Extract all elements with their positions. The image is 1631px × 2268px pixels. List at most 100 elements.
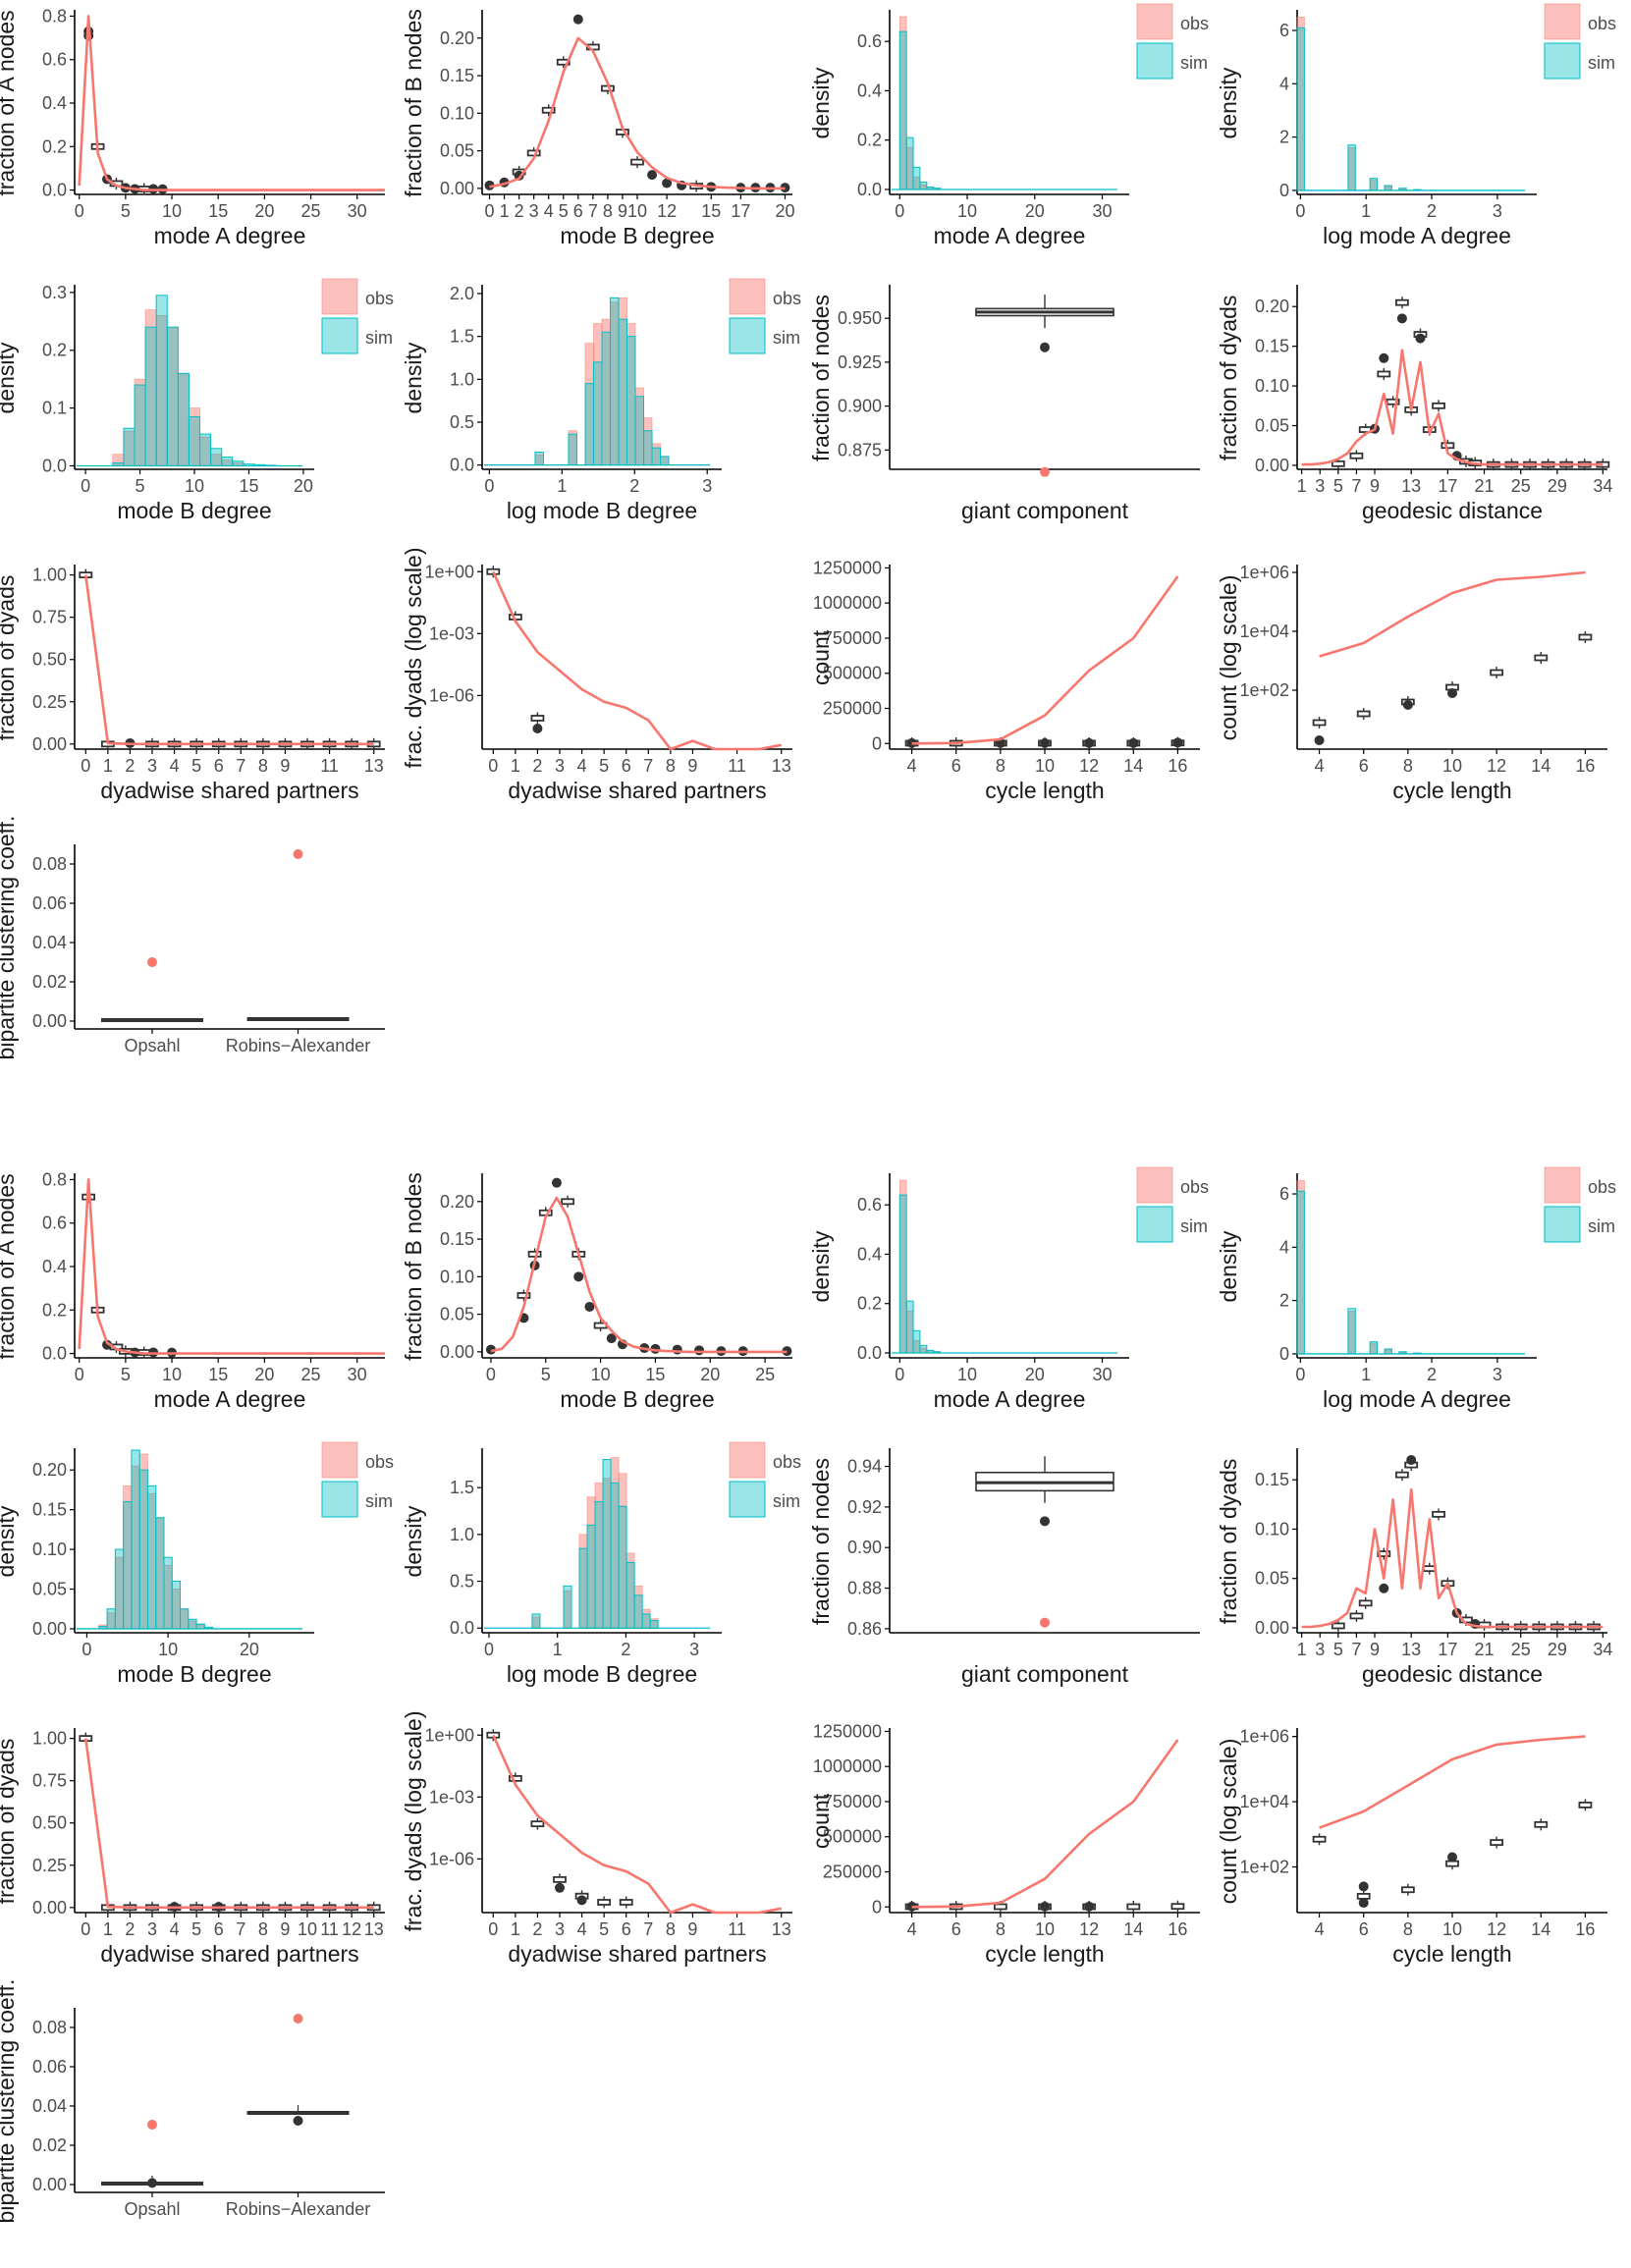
x-tick-label: 0 (81, 756, 90, 776)
y-tick-label: 0.0 (857, 1343, 882, 1363)
y-tick-label: 0.6 (857, 1195, 882, 1215)
chart-svg-t-histLogA: 0 2 4 6 0 1 2 3 density log mode A degree obs sim (1216, 3, 1616, 248)
chart-svg-b-histLogB: 0.0 0.5 1.0 1.5 0 1 2 3 density log mode B degree… (401, 1441, 801, 1687)
y-tick-label: 0.90 (847, 1538, 882, 1557)
x-tick-label: 25 (755, 1365, 775, 1384)
plot-panel-b-clust: 0.00 0.02 0.04 0.06 0.08 bipartite clustering… (0, 1979, 401, 2263)
legend-obs-swatch (1544, 3, 1581, 40)
sim-bar (1413, 1352, 1422, 1355)
chart-svg-b-giant: 0.86 0.88 0.90 0.92 0.94 fraction of nodes gia… (808, 1448, 1200, 1687)
y-tick-label: 0.06 (32, 2057, 67, 2077)
x-tick-label: 7 (588, 201, 598, 221)
legend-obs-label: obs (1588, 14, 1616, 33)
x-axis-title: dyadwise shared partners (508, 778, 766, 803)
x-tick-label: 10 (162, 201, 182, 221)
y-tick-label: 0.08 (32, 2018, 67, 2037)
x-tick-label: 25 (301, 201, 321, 221)
outlier-point (1040, 737, 1050, 748)
box-mark (508, 1774, 522, 1782)
sim-bar (138, 1469, 148, 1630)
y-axis-title: fraction of nodes (808, 295, 834, 461)
y-tick-label: 0.92 (847, 1497, 882, 1517)
x-tick-label: 20 (700, 1365, 720, 1384)
chart-svg-b-cyclelog: 1e+02 1e+04 1e+06 4 6 8 10 12 14 16 count (log sca… (1216, 1727, 1607, 1967)
x-axis-title: giant component (961, 1661, 1129, 1687)
outlier-point (1172, 737, 1183, 748)
observed-line (492, 570, 782, 751)
chart-svg-b-cycle: 0 250000 500000 750000 1000000 1250000 4 6 8 10 12… (808, 1721, 1200, 1967)
plot-panel-t-histA: 0.0 0.2 0.4 0.6 0 10 20 30 density mode A degree o… (808, 0, 1216, 265)
x-tick-label: 15 (701, 201, 721, 221)
x-tick-label: 13 (1401, 1640, 1421, 1659)
outlier-point (1084, 737, 1095, 748)
outlier-point (573, 1271, 584, 1282)
outlier-point (606, 1333, 617, 1344)
outlier-point (584, 1301, 595, 1312)
box-mark (556, 58, 571, 66)
legend-sim-label: sim (1180, 1216, 1208, 1236)
x-tick-label: 9 (618, 201, 627, 221)
y-tick-label: 0.1 (42, 399, 67, 418)
y-tick-label: 1e+06 (1239, 563, 1289, 582)
x-tick-label: 10 (185, 476, 204, 496)
x-tick-label: 12 (657, 201, 677, 221)
y-tick-label: 0.2 (857, 1294, 882, 1314)
x-axis-title: cycle length (985, 1941, 1104, 1967)
box-mark (1377, 1550, 1391, 1557)
box-mark (1432, 402, 1445, 409)
x-tick-label: 16 (1168, 1919, 1187, 1939)
x-tick-label: 0 (484, 476, 494, 496)
x-axis-title: mode A degree (154, 1386, 306, 1412)
sim-bar (171, 1580, 182, 1630)
x-tick-label: 3 (1315, 476, 1325, 496)
sim-bar (643, 430, 653, 466)
y-tick-label: 0.4 (857, 1244, 882, 1264)
x-tick-label: 0 (488, 1919, 498, 1939)
y-tick-label: 0.10 (440, 103, 474, 123)
x-tick-label: 29 (1548, 1640, 1567, 1659)
y-tick-label: 2 (1279, 1291, 1289, 1311)
y-axis-title: fraction of A nodes (0, 10, 19, 195)
x-tick-label: 10 (1442, 1919, 1462, 1939)
y-tick-label: 0.8 (42, 6, 67, 26)
x-tick-label: 8 (666, 756, 676, 776)
x-tick-label: 1 (103, 1919, 113, 1939)
y-tick-label: 1e+00 (424, 562, 474, 581)
outlier-point (1402, 700, 1413, 710)
x-axis-title: mode B degree (560, 1386, 714, 1412)
chart-svg-t-geo: 0.000.050.100.150.201 3 5 7 9 13 17 21 25 29 34fra… (1216, 285, 1612, 523)
y-tick-label: 0.15 (1255, 1470, 1289, 1489)
x-tick-label: 12 (1487, 1919, 1506, 1939)
box-mark (597, 1899, 612, 1906)
sim-bar (1296, 1190, 1305, 1355)
x-tick-label: 20 (254, 1365, 274, 1384)
x-axis-title: dyadwise shared partners (508, 1941, 766, 1967)
outlier-point (1379, 1583, 1389, 1593)
y-axis-title: density (0, 342, 19, 413)
outlier-point (1040, 342, 1050, 352)
y-tick-label: 1.0 (450, 369, 474, 389)
y-tick-label: 1e+00 (424, 1725, 474, 1745)
x-tick-label: 0 (82, 1640, 91, 1659)
sim-bar (177, 372, 190, 466)
chart-svg-t-histA: 0.0 0.2 0.4 0.6 0 10 20 30 density mode A degree o… (808, 3, 1209, 248)
x-axis-title: log mode A degree (1323, 223, 1511, 248)
box-mark (993, 1903, 1007, 1911)
sim-bar (134, 384, 146, 466)
y-tick-label: 0.15 (440, 66, 474, 85)
x-tick-label: 13 (1401, 476, 1421, 496)
sim-bar (203, 1626, 214, 1630)
y-axis-title: fraction of dyads (1216, 296, 1241, 461)
plot-panel-b-histB: 0.00 0.05 0.10 0.15 0.20 0 10 20 density mode B d… (0, 1438, 401, 1703)
y-axis-title: count (log scale) (1216, 575, 1241, 741)
y-tick-label: 0.5 (450, 412, 474, 432)
x-tick-label: 14 (1123, 756, 1143, 776)
box-mark (1422, 1565, 1437, 1573)
x-axis-title: cycle length (1392, 778, 1511, 803)
x-tick-label: 3 (1493, 201, 1502, 221)
y-tick-label: 0.20 (440, 28, 474, 48)
sim-bar (106, 1608, 116, 1630)
chart-svg-b-modeA: 0.0 0.2 0.4 0.6 0.8 0 5 10 15 20 25 30 fraction of A… (0, 1169, 385, 1412)
outlier-point (1040, 1901, 1050, 1912)
x-tick-label: 1 (1361, 201, 1371, 221)
